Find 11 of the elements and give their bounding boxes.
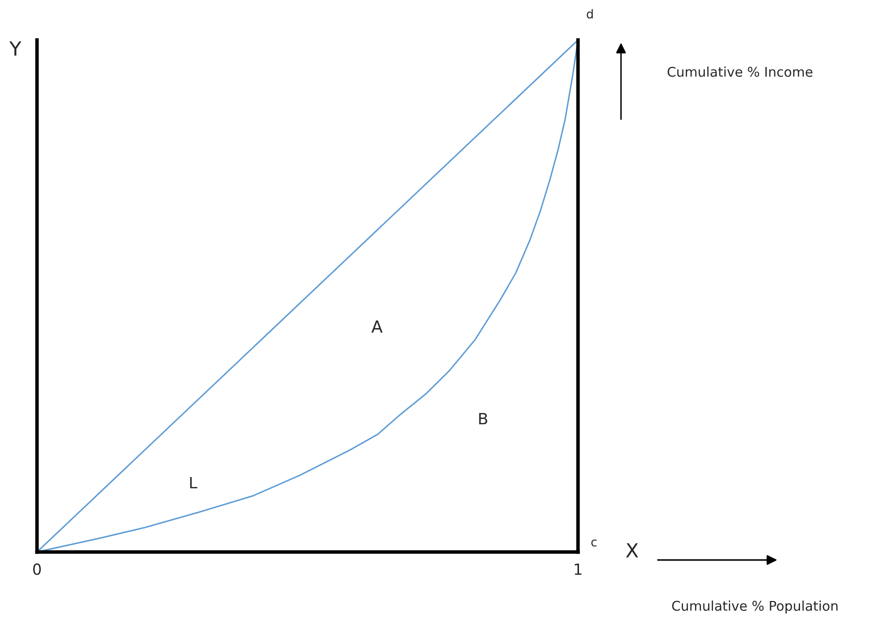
annotation: A: [371, 320, 383, 333]
text: c: [591, 540, 597, 547]
annotation: B: [479, 412, 488, 424]
y-axis-title: Y: [9, 41, 22, 56]
text: d: [586, 9, 593, 19]
x-axis-title: X: [626, 543, 638, 558]
text: Cumulative % Income: [668, 66, 812, 77]
x-tick-label: 0: [33, 563, 41, 575]
annotation: L: [190, 476, 198, 488]
text: Cumulative % Population: [672, 600, 838, 614]
x-tick-label: 1: [574, 564, 582, 575]
